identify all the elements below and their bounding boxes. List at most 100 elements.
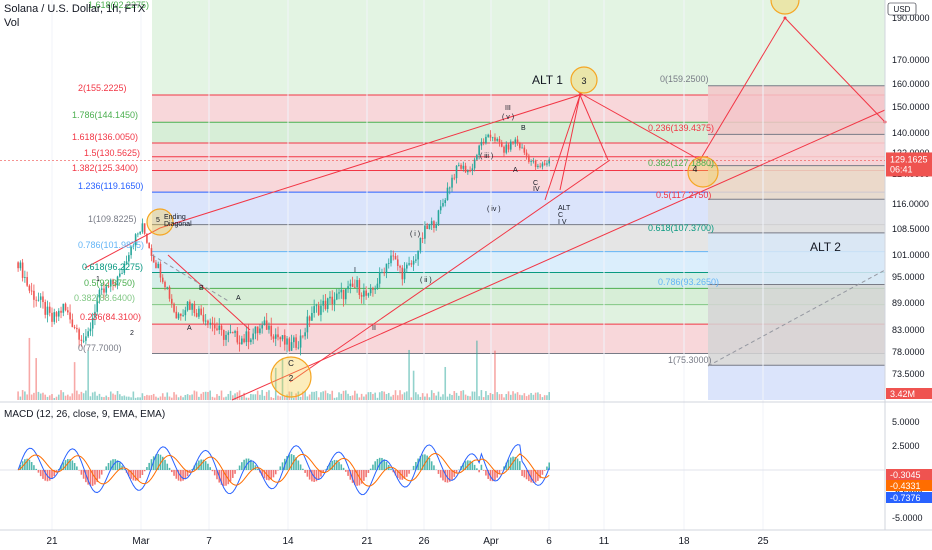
volume-bar bbox=[184, 394, 187, 400]
macd-histogram-bar bbox=[229, 470, 232, 482]
volume-bar bbox=[460, 390, 462, 400]
candle-body bbox=[494, 137, 496, 141]
macd-histogram-bar bbox=[91, 470, 94, 486]
macd-histogram-bar bbox=[87, 470, 89, 485]
macd-histogram-bar bbox=[363, 470, 365, 481]
volume-bar bbox=[345, 390, 347, 400]
volume-bar bbox=[417, 394, 419, 400]
candle-body bbox=[232, 332, 234, 334]
time-tick: 21 bbox=[46, 536, 58, 547]
volume-bar bbox=[363, 396, 365, 400]
candle-body bbox=[302, 335, 304, 337]
macd-histogram-bar bbox=[548, 462, 550, 470]
fib-label-left: 0.236(84.3100) bbox=[80, 312, 141, 322]
alt-c-label: ALT bbox=[558, 205, 571, 212]
candle-body bbox=[24, 277, 26, 278]
alt-c-label: C bbox=[558, 212, 563, 219]
volume-bar bbox=[67, 394, 69, 400]
volume-bar bbox=[209, 390, 211, 400]
volume-bar bbox=[308, 394, 311, 400]
volume-bar bbox=[523, 393, 526, 400]
volume-bar bbox=[428, 397, 431, 400]
wave-annotations: 1.618(92.2275) 2(155.2225) 1.786(144.1450)… bbox=[72, 0, 887, 401]
volume-bar bbox=[200, 393, 202, 400]
candle-body bbox=[270, 325, 273, 337]
macd-histogram-bar bbox=[374, 461, 376, 470]
volume-bar bbox=[539, 394, 541, 400]
volume-bar bbox=[107, 397, 110, 400]
macd-pane bbox=[0, 444, 885, 496]
candle-body bbox=[107, 286, 110, 288]
candle-body bbox=[372, 288, 374, 290]
macd-histogram-bar bbox=[241, 462, 243, 470]
volume-bar bbox=[69, 396, 71, 400]
time-tick: 14 bbox=[282, 536, 294, 547]
macd-badge bbox=[886, 480, 932, 491]
macd-histogram-bar bbox=[519, 461, 521, 470]
trend-line bbox=[84, 227, 161, 269]
candle-body bbox=[374, 289, 376, 290]
macd-histogram-bar bbox=[30, 462, 33, 470]
candle-body bbox=[48, 306, 51, 313]
volume-bar bbox=[453, 391, 456, 400]
time-tick: 26 bbox=[418, 536, 430, 547]
candle-body bbox=[415, 259, 417, 261]
volume-bar bbox=[419, 396, 422, 400]
candle-body bbox=[315, 305, 318, 307]
macd-histogram-bar bbox=[308, 470, 311, 480]
volume-bar bbox=[161, 393, 164, 400]
macd-histogram-bar bbox=[521, 470, 523, 476]
volume-bar bbox=[152, 393, 155, 400]
macd-histogram-bar bbox=[444, 470, 447, 483]
trend-line bbox=[159, 94, 581, 229]
macd-histogram-bar bbox=[191, 469, 193, 470]
volume-bar bbox=[435, 395, 437, 400]
candle-body bbox=[543, 163, 546, 165]
candle-body bbox=[507, 144, 510, 150]
volume-bar bbox=[62, 392, 65, 400]
macd-histogram-bar bbox=[290, 454, 293, 470]
volume-bar bbox=[442, 394, 444, 400]
fib-label-right: 0.618(107.3700) bbox=[648, 223, 714, 233]
macd-histogram-bar bbox=[146, 467, 148, 470]
candle-body bbox=[521, 147, 523, 149]
macd-histogram-bar bbox=[39, 470, 42, 477]
candle-body bbox=[351, 283, 354, 287]
macd-histogram-bar bbox=[439, 470, 442, 478]
macd-histogram-bar bbox=[462, 463, 465, 470]
volume-bar bbox=[514, 393, 517, 400]
macd-histogram-bar bbox=[469, 460, 471, 470]
volume-bar bbox=[356, 393, 358, 400]
macd-histogram-bar bbox=[453, 470, 456, 477]
fib-label-left: 0.382(88.6400) bbox=[74, 293, 135, 303]
volume-bar bbox=[494, 350, 496, 400]
volume-bar bbox=[229, 390, 232, 400]
candle-body bbox=[392, 255, 395, 257]
volume-bar bbox=[354, 390, 356, 400]
candle-body bbox=[385, 263, 388, 274]
candle-body bbox=[496, 138, 499, 141]
candle-body bbox=[236, 331, 239, 343]
volume-badge bbox=[886, 388, 932, 399]
volume-bar bbox=[143, 396, 146, 400]
macd-histogram-bar bbox=[157, 453, 160, 470]
macd-histogram-bar bbox=[503, 466, 505, 470]
macd-histogram-bar bbox=[528, 470, 530, 482]
candle-body bbox=[128, 255, 130, 262]
candle-body bbox=[164, 281, 166, 288]
volume-bar bbox=[439, 396, 442, 400]
volume-bar bbox=[448, 393, 451, 400]
candle-body bbox=[406, 264, 408, 269]
volume-bar bbox=[82, 393, 85, 400]
macd-histogram-bar bbox=[166, 463, 169, 470]
countdown-value: 06:41 bbox=[890, 164, 913, 174]
fib-label-right: 1(75.3000) bbox=[668, 355, 712, 365]
candle-body bbox=[62, 303, 65, 313]
macd-histogram-bar bbox=[107, 462, 110, 470]
dashed-projection bbox=[707, 269, 886, 367]
fib-zone bbox=[152, 304, 885, 325]
macd-histogram-bar bbox=[430, 461, 433, 470]
macd-histogram-bar bbox=[324, 469, 327, 470]
volume-bar bbox=[392, 394, 395, 400]
